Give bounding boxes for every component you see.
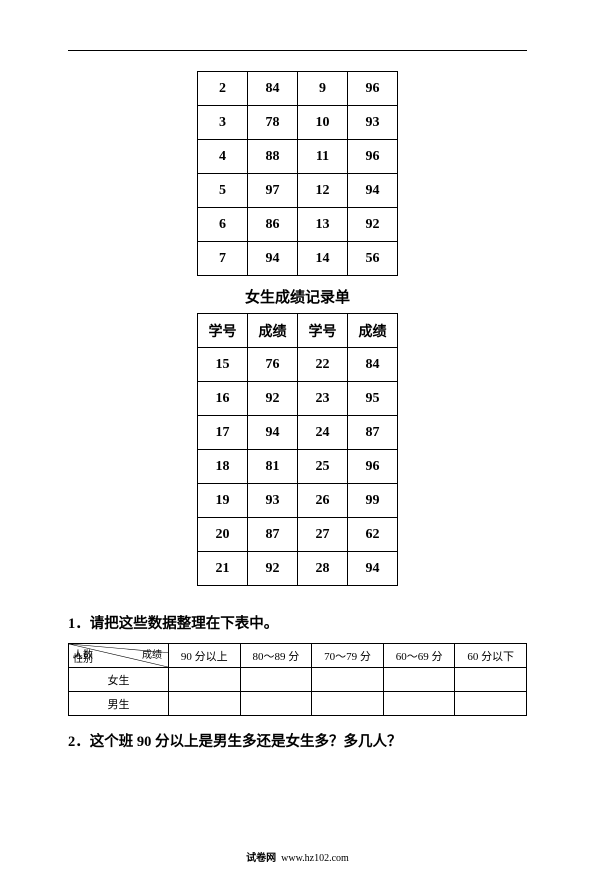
- table-cell: 15: [198, 348, 248, 382]
- blank-cell: [312, 668, 384, 692]
- table-cell: 87: [348, 416, 398, 450]
- table-header-cell: 成绩: [248, 314, 298, 348]
- table-cell: 97: [248, 174, 298, 208]
- blank-cell: [169, 668, 241, 692]
- diag-bot-label: 性别: [73, 650, 93, 665]
- table-cell: 96: [348, 72, 398, 106]
- table-cell: 76: [248, 348, 298, 382]
- col-header: 60～69 分: [383, 644, 455, 668]
- diag-top-label: 成绩: [142, 646, 162, 661]
- table-cell: 13: [298, 208, 348, 242]
- table-cell: 26: [298, 484, 348, 518]
- top-rule: [68, 50, 527, 51]
- table-cell: 99: [348, 484, 398, 518]
- table-cell: 18: [198, 450, 248, 484]
- blank-cell: [455, 692, 527, 716]
- table-cell: 21: [198, 552, 248, 586]
- table-cell: 20: [198, 518, 248, 552]
- diagonal-header-cell: 成绩 人数 性别: [69, 644, 169, 668]
- table-cell: 96: [348, 140, 398, 174]
- table-cell: 93: [248, 484, 298, 518]
- table-cell: 10: [298, 106, 348, 140]
- table-cell: 87: [248, 518, 298, 552]
- table-cell: 12: [298, 174, 348, 208]
- table-cell: 94: [348, 174, 398, 208]
- table-cell: 86: [248, 208, 298, 242]
- table-cell: 23: [298, 382, 348, 416]
- table-cell: 88: [248, 140, 298, 174]
- question-2: 2．这个班 90 分以上是男生多还是女生多？多几人？: [68, 730, 527, 751]
- summary-table: 成绩 人数 性别 90 分以上 80～89 分 70～79 分 60～69 分 …: [68, 643, 527, 716]
- col-header: 90 分以上: [169, 644, 241, 668]
- table-header-cell: 学号: [198, 314, 248, 348]
- table-cell: 92: [248, 552, 298, 586]
- table-cell: 3: [198, 106, 248, 140]
- row-label-girls: 女生: [69, 668, 169, 692]
- col-header: 70～79 分: [312, 644, 384, 668]
- table-cell: 28: [298, 552, 348, 586]
- footer-site: 试卷网: [246, 853, 276, 864]
- col-header: 60 分以下: [455, 644, 527, 668]
- blank-cell: [169, 692, 241, 716]
- table-cell: 94: [248, 416, 298, 450]
- col-header: 80～89 分: [240, 644, 312, 668]
- girls-table-caption: 女生成绩记录单: [68, 286, 527, 307]
- table-cell: 81: [248, 450, 298, 484]
- girls-score-table: 学号成绩学号成绩15762284169223951794248718812596…: [197, 313, 398, 586]
- table-cell: 7: [198, 242, 248, 276]
- table-cell: 94: [248, 242, 298, 276]
- table-cell: 24: [298, 416, 348, 450]
- blank-cell: [312, 692, 384, 716]
- table-cell: 84: [248, 72, 298, 106]
- table-cell: 92: [348, 208, 398, 242]
- boys-score-table: 2849963781093488119659712946861392794145…: [197, 71, 398, 276]
- table-cell: 19: [198, 484, 248, 518]
- table-cell: 96: [348, 450, 398, 484]
- blank-cell: [240, 692, 312, 716]
- table-header-cell: 成绩: [348, 314, 398, 348]
- table-cell: 56: [348, 242, 398, 276]
- table-cell: 11: [298, 140, 348, 174]
- table-cell: 93: [348, 106, 398, 140]
- blank-cell: [240, 668, 312, 692]
- table-cell: 27: [298, 518, 348, 552]
- table-cell: 5: [198, 174, 248, 208]
- table-cell: 9: [298, 72, 348, 106]
- table-cell: 62: [348, 518, 398, 552]
- blank-cell: [383, 692, 455, 716]
- blank-cell: [455, 668, 527, 692]
- page-footer: 试卷网 www.hz102.com: [0, 849, 595, 864]
- table-header-cell: 学号: [298, 314, 348, 348]
- table-cell: 94: [348, 552, 398, 586]
- row-label-boys: 男生: [69, 692, 169, 716]
- table-cell: 6: [198, 208, 248, 242]
- table-cell: 95: [348, 382, 398, 416]
- table-cell: 78: [248, 106, 298, 140]
- table-cell: 17: [198, 416, 248, 450]
- blank-cell: [383, 668, 455, 692]
- table-cell: 14: [298, 242, 348, 276]
- table-cell: 25: [298, 450, 348, 484]
- footer-url: www.hz102.com: [281, 853, 349, 864]
- table-cell: 84: [348, 348, 398, 382]
- table-cell: 92: [248, 382, 298, 416]
- question-1: 1．请把这些数据整理在下表中。: [68, 612, 527, 633]
- table-cell: 16: [198, 382, 248, 416]
- table-cell: 22: [298, 348, 348, 382]
- table-cell: 4: [198, 140, 248, 174]
- table-cell: 2: [198, 72, 248, 106]
